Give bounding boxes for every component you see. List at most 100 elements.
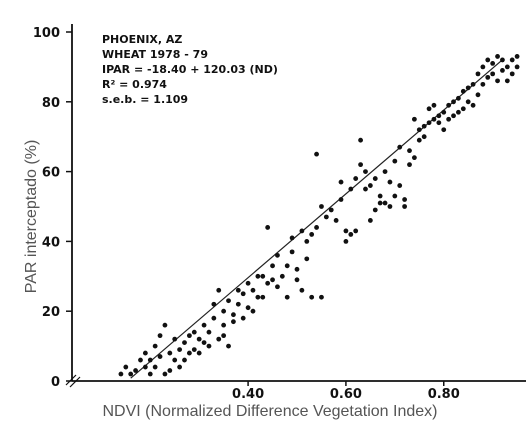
data-point bbox=[500, 67, 505, 73]
data-point bbox=[480, 81, 486, 87]
y-tick-label: 100 bbox=[33, 26, 60, 41]
data-point bbox=[191, 329, 197, 335]
data-point bbox=[235, 287, 241, 293]
data-point bbox=[216, 287, 222, 293]
data-point bbox=[299, 228, 305, 234]
data-point bbox=[490, 71, 496, 77]
data-point bbox=[407, 148, 412, 154]
data-point bbox=[275, 284, 280, 290]
data-point bbox=[284, 263, 290, 269]
data-point bbox=[172, 357, 178, 363]
data-point bbox=[514, 64, 520, 70]
annotation-line: s.e.b. = 1.109 bbox=[102, 93, 188, 106]
data-point bbox=[167, 350, 173, 356]
data-point bbox=[485, 74, 491, 80]
data-point bbox=[245, 305, 251, 311]
data-point bbox=[509, 71, 515, 77]
data-point bbox=[304, 256, 310, 262]
y-axis-title: PAR interceptado (%) bbox=[23, 140, 40, 294]
data-point bbox=[270, 263, 275, 269]
data-point bbox=[250, 287, 256, 293]
data-point bbox=[206, 329, 212, 335]
data-point bbox=[382, 169, 388, 175]
data-point bbox=[358, 162, 363, 168]
data-point bbox=[221, 308, 227, 314]
y-tick-label: 60 bbox=[42, 166, 60, 181]
data-point bbox=[211, 315, 217, 321]
data-point bbox=[402, 204, 408, 209]
data-point bbox=[231, 312, 236, 318]
data-point bbox=[226, 343, 231, 349]
data-point bbox=[260, 273, 266, 279]
data-point bbox=[240, 315, 246, 321]
data-point bbox=[358, 137, 363, 143]
data-point bbox=[353, 228, 359, 234]
data-point bbox=[118, 371, 124, 377]
data-point bbox=[363, 186, 368, 192]
data-point bbox=[367, 218, 373, 223]
data-point bbox=[206, 343, 212, 349]
data-point bbox=[470, 102, 476, 108]
data-point bbox=[343, 228, 349, 234]
data-point bbox=[372, 207, 378, 213]
data-point bbox=[255, 273, 261, 279]
data-point bbox=[465, 85, 471, 91]
data-point bbox=[495, 54, 500, 59]
data-point bbox=[265, 225, 271, 230]
data-point bbox=[157, 354, 163, 359]
data-point bbox=[196, 336, 202, 342]
data-point bbox=[397, 144, 403, 150]
data-point bbox=[240, 291, 246, 297]
y-tick-label: 40 bbox=[42, 235, 60, 250]
data-point bbox=[451, 99, 456, 105]
data-point bbox=[182, 357, 187, 363]
data-point bbox=[421, 123, 427, 129]
data-point bbox=[504, 64, 510, 70]
data-point bbox=[235, 301, 241, 307]
data-point bbox=[226, 298, 231, 304]
data-point bbox=[284, 294, 290, 300]
data-point bbox=[138, 357, 143, 363]
data-point bbox=[186, 350, 192, 356]
data-point bbox=[142, 350, 148, 356]
data-point bbox=[216, 336, 222, 342]
data-point bbox=[495, 78, 500, 84]
data-point bbox=[377, 200, 383, 206]
data-point bbox=[289, 249, 295, 255]
data-point bbox=[250, 308, 256, 314]
y-tick-label: 20 bbox=[42, 305, 60, 320]
y-tick-label: 0 bbox=[51, 375, 60, 390]
data-point bbox=[338, 197, 344, 202]
data-point bbox=[275, 252, 280, 258]
data-point bbox=[221, 322, 227, 328]
x-tick-label: 0.60 bbox=[330, 387, 362, 402]
annotation-line: PHOENIX, AZ bbox=[102, 33, 182, 46]
data-point bbox=[299, 287, 305, 293]
regression-line bbox=[130, 59, 503, 379]
data-point bbox=[314, 225, 319, 230]
data-point bbox=[436, 113, 442, 119]
data-point bbox=[333, 218, 339, 223]
data-point bbox=[123, 364, 129, 370]
data-point bbox=[367, 183, 373, 188]
data-point bbox=[314, 151, 319, 157]
data-point bbox=[289, 235, 295, 241]
data-point bbox=[436, 120, 442, 126]
data-point bbox=[270, 277, 275, 283]
data-point bbox=[475, 71, 481, 77]
data-point bbox=[377, 193, 383, 199]
data-point bbox=[451, 113, 456, 119]
data-point bbox=[475, 92, 481, 98]
data-point bbox=[372, 176, 378, 181]
data-point bbox=[265, 280, 271, 286]
data-point bbox=[260, 294, 266, 300]
data-point bbox=[514, 54, 520, 59]
data-point bbox=[446, 116, 452, 122]
data-point bbox=[279, 273, 285, 279]
data-point bbox=[162, 322, 168, 328]
data-point bbox=[186, 333, 192, 339]
x-tick-label: 0.80 bbox=[428, 387, 460, 402]
data-point bbox=[504, 78, 510, 84]
